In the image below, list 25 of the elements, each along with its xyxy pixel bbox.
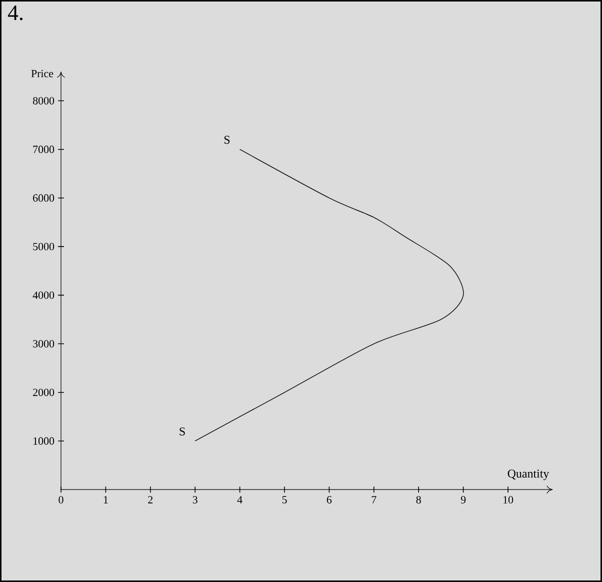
x-tick-label: 3 [192, 496, 198, 504]
y-tick-label: 3000 [33, 340, 54, 348]
y-tick-label: 8000 [32, 97, 54, 104]
y-axis-title: Price [31, 70, 54, 78]
x-tick-label: 1 [104, 496, 108, 504]
chart-title: 4. [8, 6, 23, 20]
y-tick-label: 7000 [33, 146, 54, 154]
x-tick-label: 5 [282, 496, 287, 504]
y-tick-label: 2000 [33, 388, 54, 396]
x-tick-label: 10 [503, 496, 514, 504]
y-tick-label: 5000 [33, 242, 54, 250]
series-label: S [180, 427, 185, 436]
y-tick-label: 4000 [32, 291, 54, 299]
text: S [224, 136, 230, 144]
x-axis-title: Quantity [508, 470, 550, 480]
x-tick-label: 8 [416, 496, 421, 504]
x-tick-label: 6 [326, 496, 332, 504]
x-tick-label: 4 [237, 496, 242, 504]
x-tick-label: 7 [372, 496, 376, 504]
y-tick-label: 1000 [34, 437, 54, 445]
y-tick-label: 6000 [33, 194, 54, 202]
x-tick-label: 9 [460, 496, 466, 504]
line-series [194, 149, 464, 442]
x-tick-label: 2 [148, 496, 153, 504]
x-tick-label: 0 [58, 496, 64, 504]
